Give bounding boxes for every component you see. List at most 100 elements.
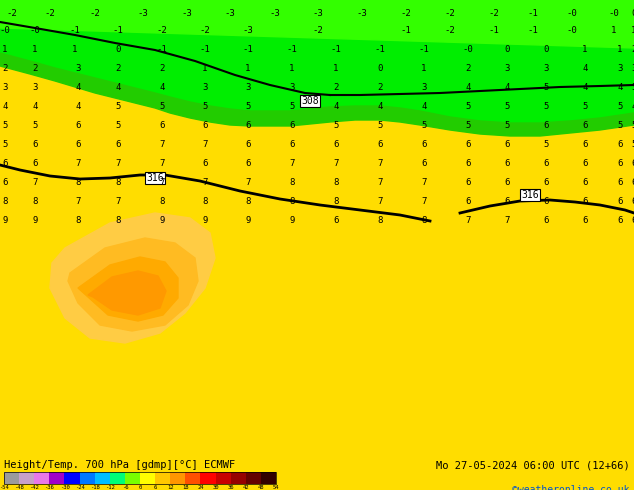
Text: 4: 4: [618, 82, 623, 92]
Text: -1: -1: [113, 25, 124, 34]
Polygon shape: [68, 238, 198, 331]
Text: 6: 6: [245, 121, 250, 129]
Bar: [231, 472, 246, 484]
Text: 6: 6: [504, 177, 510, 187]
Polygon shape: [50, 213, 215, 343]
Text: -2: -2: [444, 25, 455, 34]
Text: 6: 6: [543, 121, 548, 129]
Text: 7: 7: [245, 177, 250, 187]
Text: 6: 6: [32, 140, 37, 148]
Text: 8: 8: [333, 196, 339, 205]
Text: 7: 7: [465, 216, 470, 224]
Text: 6: 6: [245, 140, 250, 148]
Text: 5: 5: [333, 121, 339, 129]
Text: 5: 5: [3, 121, 8, 129]
Bar: [4, 472, 276, 484]
Text: 6: 6: [504, 158, 510, 168]
Text: -36: -36: [44, 485, 55, 490]
Text: 54: 54: [273, 485, 279, 490]
Text: 9: 9: [3, 216, 8, 224]
Text: 6: 6: [289, 140, 295, 148]
Bar: [261, 472, 276, 484]
Text: 0: 0: [115, 45, 120, 53]
Text: 8: 8: [245, 196, 250, 205]
Bar: [94, 472, 110, 484]
Text: 5: 5: [465, 101, 470, 111]
Text: 2: 2: [115, 64, 120, 73]
Text: 5: 5: [289, 101, 295, 111]
Text: 1: 1: [202, 64, 208, 73]
Text: 3: 3: [75, 64, 81, 73]
Text: -0: -0: [30, 25, 41, 34]
Text: 8: 8: [3, 196, 8, 205]
Text: 9: 9: [289, 216, 295, 224]
Text: 6: 6: [289, 121, 295, 129]
Text: 8: 8: [75, 177, 81, 187]
Polygon shape: [0, 0, 634, 123]
Text: 8: 8: [289, 177, 295, 187]
Text: 2: 2: [377, 82, 383, 92]
Text: 0: 0: [504, 45, 510, 53]
Text: 7: 7: [75, 158, 81, 168]
Text: 316: 316: [521, 190, 539, 200]
Text: 6: 6: [333, 216, 339, 224]
Text: 6: 6: [75, 140, 81, 148]
Text: -2: -2: [44, 8, 55, 18]
Text: 6: 6: [202, 158, 208, 168]
Text: -3: -3: [138, 8, 148, 18]
Text: 6: 6: [115, 140, 120, 148]
Text: 30: 30: [212, 485, 219, 490]
Text: -1: -1: [527, 25, 538, 34]
Text: 5: 5: [465, 121, 470, 129]
Text: -0: -0: [567, 25, 578, 34]
Text: 8: 8: [333, 177, 339, 187]
Text: -3: -3: [224, 8, 235, 18]
Text: 5: 5: [618, 121, 623, 129]
Text: 4: 4: [3, 101, 8, 111]
Text: 6: 6: [422, 140, 427, 148]
Text: 4: 4: [582, 64, 588, 73]
Text: 5: 5: [3, 140, 8, 148]
Text: 7: 7: [159, 140, 165, 148]
Text: 2: 2: [159, 64, 165, 73]
Text: 6: 6: [582, 177, 588, 187]
Text: 6: 6: [618, 177, 623, 187]
Text: 0: 0: [631, 8, 634, 18]
Text: 1: 1: [611, 25, 617, 34]
Text: 8: 8: [115, 177, 120, 187]
Text: -2: -2: [157, 25, 167, 34]
Bar: [49, 472, 65, 484]
Text: 9: 9: [32, 216, 37, 224]
Text: 4: 4: [75, 101, 81, 111]
Text: 2: 2: [3, 64, 8, 73]
Text: 0: 0: [138, 485, 141, 490]
Text: 3: 3: [202, 82, 208, 92]
Text: -0: -0: [0, 25, 10, 34]
Text: -2: -2: [6, 8, 17, 18]
Text: 5: 5: [631, 140, 634, 148]
Text: 6: 6: [75, 121, 81, 129]
Text: 4: 4: [159, 82, 165, 92]
Text: 6: 6: [3, 158, 8, 168]
Text: -1: -1: [70, 25, 81, 34]
Text: -1: -1: [527, 8, 538, 18]
Text: 42: 42: [243, 485, 249, 490]
Text: 6: 6: [333, 140, 339, 148]
Text: 5: 5: [543, 140, 548, 148]
Text: -3: -3: [243, 25, 254, 34]
Text: -12: -12: [105, 485, 115, 490]
Bar: [79, 472, 94, 484]
Text: 6: 6: [618, 196, 623, 205]
Bar: [19, 472, 34, 484]
Text: 7: 7: [289, 158, 295, 168]
Bar: [246, 472, 261, 484]
Text: 7: 7: [377, 196, 383, 205]
Text: 6: 6: [465, 158, 470, 168]
Text: 1: 1: [289, 64, 295, 73]
Text: 4: 4: [582, 82, 588, 92]
Text: -0: -0: [609, 8, 619, 18]
Text: 1: 1: [582, 45, 588, 53]
Text: 1: 1: [3, 45, 8, 53]
Text: 6: 6: [582, 158, 588, 168]
Text: -0: -0: [463, 45, 474, 53]
